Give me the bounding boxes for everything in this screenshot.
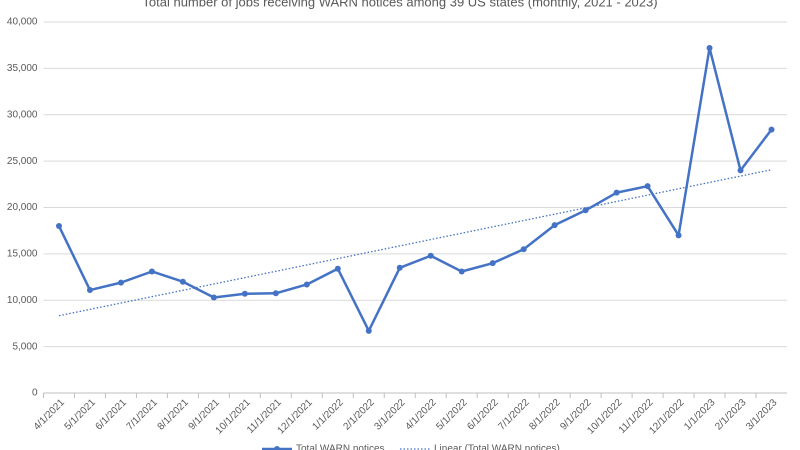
series-line xyxy=(57,46,773,333)
chart-title: Total number of jobs receiving WARN noti… xyxy=(142,0,657,9)
point xyxy=(520,246,527,253)
point xyxy=(334,265,341,272)
point xyxy=(365,327,372,334)
point xyxy=(117,279,124,286)
x-tick-label: 3/1/2022 xyxy=(372,397,408,433)
x-tick-label: 8/1/2022 xyxy=(527,397,563,433)
y-tick-label: 25,000 xyxy=(7,156,38,167)
x-tick-label: 2/1/2023 xyxy=(713,397,749,433)
point xyxy=(210,294,217,301)
legend-marker xyxy=(274,446,280,450)
x-tick-label: 6/1/2022 xyxy=(465,397,501,433)
point xyxy=(737,167,744,174)
point xyxy=(644,183,651,190)
x-tick-label: 7/1/2022 xyxy=(496,397,532,433)
point xyxy=(303,281,310,288)
x-tick-label: 5/1/2022 xyxy=(434,397,470,433)
y-tick-label: 35,000 xyxy=(7,63,38,74)
point xyxy=(427,252,434,259)
y-tick-label: 30,000 xyxy=(7,109,38,120)
y-tick-label: 20,000 xyxy=(7,202,38,213)
point xyxy=(148,268,155,275)
x-tick-label: 1/1/2023 xyxy=(682,397,718,433)
point xyxy=(179,278,186,285)
x-tick-label: 4/1/2022 xyxy=(403,397,439,433)
point xyxy=(489,260,496,267)
legend-label: Total WARN notices xyxy=(296,444,385,450)
y-tick-label: 5,000 xyxy=(12,341,37,352)
x-tick-label: 2/1/2022 xyxy=(341,397,377,433)
x-tick-label: 4/1/2021 xyxy=(32,397,68,433)
y-tick-label: 0 xyxy=(32,388,38,399)
point xyxy=(86,287,93,294)
x-tick-label: 6/1/2021 xyxy=(94,397,130,433)
point xyxy=(582,207,589,214)
x-tick-label: 1/1/2022 xyxy=(310,397,346,433)
y-tick-label: 40,000 xyxy=(7,17,38,28)
x-tick-label: 8/1/2021 xyxy=(156,397,192,433)
point xyxy=(706,44,713,51)
point xyxy=(675,232,682,239)
point xyxy=(458,268,465,275)
point xyxy=(272,290,279,297)
point xyxy=(55,223,62,230)
x-tick-label: 7/1/2021 xyxy=(125,397,161,433)
point xyxy=(613,189,620,196)
point xyxy=(396,264,403,271)
x-tick-label: 5/1/2021 xyxy=(63,397,99,433)
point xyxy=(768,126,775,133)
trendline xyxy=(58,169,772,317)
point xyxy=(241,290,248,297)
y-tick-label: 15,000 xyxy=(7,249,38,260)
y-tick-label: 10,000 xyxy=(7,295,38,306)
legend-label: Linear (Total WARN notices) xyxy=(434,444,560,450)
x-tick-label: 3/1/2023 xyxy=(744,397,780,433)
point xyxy=(551,222,558,229)
